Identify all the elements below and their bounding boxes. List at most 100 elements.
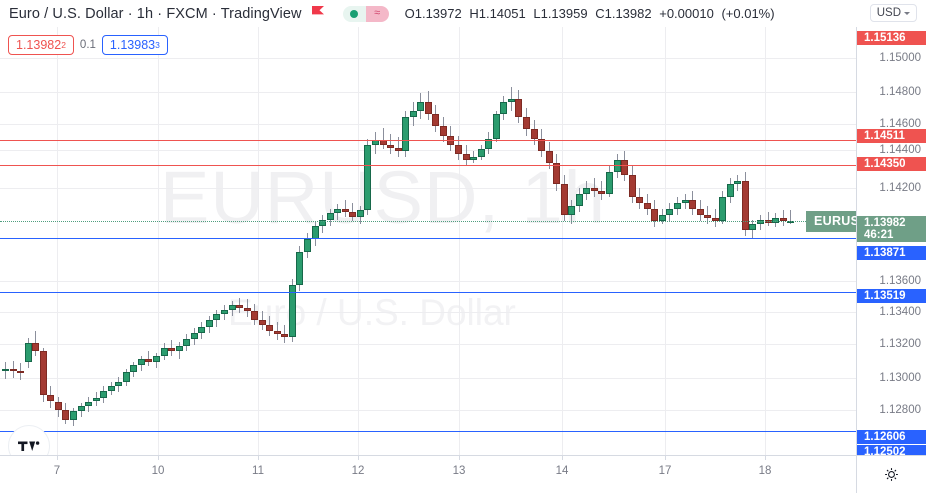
candle-body bbox=[100, 390, 108, 399]
candle-body bbox=[77, 406, 85, 412]
candlestick bbox=[485, 27, 493, 455]
current-price-badge[interactable]: 1.13982 46:21 bbox=[857, 215, 926, 242]
candle-body bbox=[621, 159, 629, 176]
candlestick bbox=[417, 27, 425, 455]
candlestick bbox=[39, 27, 47, 455]
price-level-line[interactable] bbox=[0, 164, 856, 166]
candle-body bbox=[575, 193, 583, 206]
candle-wick bbox=[714, 208, 716, 228]
candlestick bbox=[515, 27, 523, 455]
candle-body bbox=[598, 190, 606, 194]
candle-body bbox=[417, 101, 425, 112]
candlestick bbox=[54, 27, 62, 455]
price-axis-badge[interactable]: 1.12606 bbox=[857, 430, 926, 444]
time-axis[interactable]: 7 10 11 12 13 14 17 18 bbox=[0, 455, 856, 493]
price-level-line[interactable] bbox=[0, 237, 856, 239]
currency-label: USD bbox=[876, 7, 901, 19]
price-level-line[interactable] bbox=[0, 139, 856, 141]
candlestick bbox=[636, 27, 644, 455]
candlestick bbox=[757, 27, 764, 455]
candlestick bbox=[326, 27, 334, 455]
price-axis-badge[interactable]: 1.14511 bbox=[857, 129, 926, 143]
gridline-horizontal bbox=[0, 188, 856, 189]
candle-body bbox=[538, 138, 546, 151]
toggle-left-option[interactable] bbox=[342, 5, 366, 22]
candle-body bbox=[54, 401, 62, 410]
candlestick bbox=[371, 27, 379, 455]
candle-wick bbox=[35, 331, 37, 356]
watermark-symbol: EURUSD, 1h bbox=[160, 156, 606, 239]
candlestick bbox=[696, 27, 704, 455]
ohlc-low: L1.13959 bbox=[533, 6, 588, 21]
candlestick bbox=[304, 27, 311, 455]
candlestick bbox=[9, 27, 17, 455]
chart-settings-button[interactable] bbox=[856, 455, 926, 493]
chart-plot-area[interactable]: EURUSD, 1h Euro / U.S. Dollar EURUSD bbox=[0, 27, 856, 455]
chevron-down-icon bbox=[904, 11, 910, 15]
price-axis-badge[interactable]: 1.13871 bbox=[857, 246, 926, 260]
currency-selector-button[interactable]: USD bbox=[869, 4, 917, 22]
time-axis-label: 7 bbox=[53, 465, 61, 477]
candle-body bbox=[734, 181, 742, 185]
price-level-line[interactable] bbox=[0, 291, 856, 293]
candlestick bbox=[85, 27, 93, 455]
gridline-horizontal bbox=[0, 378, 856, 379]
time-axis-label: 17 bbox=[658, 465, 672, 477]
candlestick bbox=[258, 27, 266, 455]
candle-body bbox=[590, 187, 598, 191]
candlestick bbox=[741, 27, 749, 455]
price-axis-tick: 1.14600 bbox=[879, 118, 921, 130]
candle-body bbox=[107, 386, 115, 391]
candle-body bbox=[130, 364, 138, 373]
gridline-horizontal bbox=[0, 124, 856, 125]
tradingview-logo-icon[interactable] bbox=[8, 425, 50, 455]
candlestick bbox=[387, 27, 395, 455]
price-axis-badge[interactable]: 1.14350 bbox=[857, 157, 926, 171]
price-level-line[interactable] bbox=[0, 220, 856, 222]
buy-price-badge-value: 1.13983 bbox=[109, 38, 156, 52]
candle-body bbox=[651, 208, 659, 222]
candlestick bbox=[455, 27, 462, 455]
candlestick bbox=[349, 27, 357, 455]
candle-body bbox=[47, 395, 55, 402]
candle-wick bbox=[390, 134, 392, 154]
candlestick bbox=[107, 27, 115, 455]
candle-body bbox=[326, 213, 334, 220]
candle-body bbox=[311, 225, 319, 240]
price-axis[interactable]: 1.15000 1.14800 1.14600 1.14400 1.14200 1.136… bbox=[856, 27, 926, 459]
candle-body bbox=[462, 153, 470, 160]
chart-header: Euro / U.S. Dollar · 1h · FXCM · Trading… bbox=[0, 0, 926, 27]
candle-body bbox=[583, 187, 591, 194]
candlestick bbox=[719, 27, 727, 455]
candlestick bbox=[689, 27, 697, 455]
candle-body bbox=[296, 251, 304, 286]
candlestick bbox=[334, 27, 342, 455]
candle-body bbox=[288, 285, 296, 338]
price-axis-badge[interactable]: 1.15136 bbox=[857, 31, 926, 45]
candle-body bbox=[726, 184, 734, 197]
price-axis-tick: 1.14400 bbox=[879, 144, 921, 156]
candlestick bbox=[251, 27, 259, 455]
price-axis-tick: 1.12800 bbox=[879, 404, 921, 416]
series-style-toggle[interactable]: ≈ bbox=[342, 5, 389, 22]
candle-body bbox=[402, 117, 410, 151]
candle-body bbox=[681, 199, 689, 203]
sell-price-badge-sup: 2 bbox=[61, 40, 66, 50]
candlestick bbox=[598, 27, 606, 455]
candlestick bbox=[364, 27, 372, 455]
price-level-line[interactable] bbox=[0, 431, 856, 433]
gridline-horizontal bbox=[0, 410, 856, 411]
bar-countdown: 46:21 bbox=[864, 228, 894, 241]
chart-symbol-label[interactable]: EURUSD bbox=[806, 210, 856, 232]
toggle-right-option[interactable]: ≈ bbox=[365, 5, 389, 22]
price-axis-badge[interactable]: 1.13519 bbox=[857, 289, 926, 303]
candlestick bbox=[409, 27, 417, 455]
sell-price-badge[interactable]: 1.13982 2 bbox=[8, 35, 74, 55]
candle-body bbox=[153, 355, 160, 362]
candle-body bbox=[341, 208, 349, 212]
candle-body bbox=[439, 126, 447, 136]
candle-body bbox=[122, 372, 130, 382]
gridline-vertical bbox=[258, 27, 259, 455]
buy-price-badge[interactable]: 1.13983 3 bbox=[101, 35, 168, 55]
